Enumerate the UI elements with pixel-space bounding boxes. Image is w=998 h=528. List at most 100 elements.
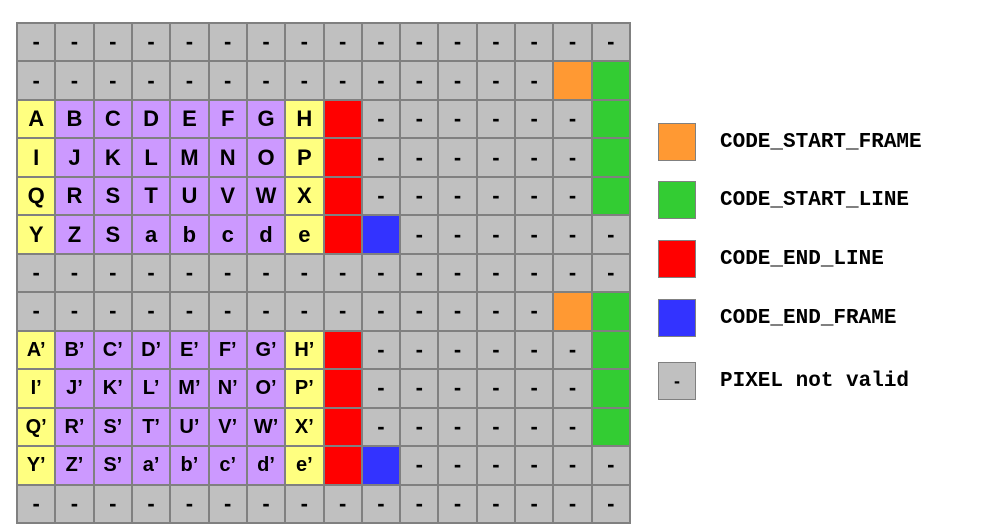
grid-cell: -: [553, 330, 592, 370]
grid-cell: -: [361, 23, 401, 62]
grid-cell: a: [131, 215, 171, 254]
grid-cell: [323, 330, 362, 370]
grid-cell: -: [400, 484, 439, 523]
grid-cell: e’: [285, 446, 324, 485]
grid-cell: [553, 292, 592, 331]
legend-swatch-start-line: [658, 181, 696, 219]
grid-cell: -: [438, 99, 477, 139]
grid-cell: -: [400, 23, 439, 62]
grid-cell: -: [553, 215, 592, 254]
grid-cell: [361, 215, 401, 254]
grid-cell: -: [208, 61, 247, 100]
grid-cell: W: [246, 176, 286, 216]
grid-cell: [591, 330, 630, 370]
grid-cell: -: [93, 61, 132, 100]
grid-cell: -: [476, 446, 516, 485]
grid-cell: B: [55, 99, 94, 139]
grid-cell: -: [246, 292, 286, 331]
grid-cell: -: [400, 176, 439, 216]
legend-item-start-frame: CODE_START_FRAME: [658, 123, 922, 161]
grid-cell: -: [515, 292, 554, 331]
grid-cell: -: [400, 215, 439, 254]
grid-cell: -: [591, 484, 630, 523]
grid-cell: -: [438, 446, 477, 485]
grid-cell: -: [131, 23, 171, 62]
grid-cell: -: [17, 61, 56, 100]
grid-cell: X’: [285, 407, 324, 447]
grid-cell: d: [246, 215, 286, 254]
grid-cell: P: [285, 138, 324, 177]
grid-cell: -: [208, 484, 247, 523]
grid-cell: -: [515, 484, 554, 523]
grid-cell: -: [438, 253, 477, 293]
grid-cell: -: [476, 369, 516, 408]
grid-cell: -: [323, 23, 362, 62]
grid-cell: -: [55, 484, 94, 523]
grid-cell: -: [591, 23, 630, 62]
grid-cell: [591, 369, 630, 408]
grid-cell: S’: [93, 446, 132, 485]
grid-cell: -: [361, 176, 401, 216]
legend-label-pixel-not-valid: PIXEL not valid: [720, 369, 910, 393]
grid-cell: [591, 292, 630, 331]
grid-cell: H: [285, 99, 324, 139]
grid-cell: I’: [17, 369, 56, 408]
grid-cell: -: [361, 369, 401, 408]
grid-cell: -: [515, 138, 554, 177]
grid-cell: -: [476, 330, 516, 370]
grid-cell: S’: [93, 407, 132, 447]
grid-cell: Z: [55, 215, 94, 254]
grid-cell: -: [208, 253, 247, 293]
grid-cell: d’: [246, 446, 286, 485]
grid-cell: [323, 138, 362, 177]
grid-cell: -: [400, 99, 439, 139]
grid-cell: -: [93, 484, 132, 523]
legend-swatch-pixel-not-valid: -: [658, 362, 696, 400]
grid-cell: Q’: [17, 407, 56, 447]
grid-cell: C: [93, 99, 132, 139]
grid-cell: c’: [208, 446, 247, 485]
grid-cell: -: [553, 176, 592, 216]
grid-cell: -: [170, 253, 209, 293]
grid-cell: -: [400, 407, 439, 447]
legend-label-end-line: CODE_END_LINE: [720, 247, 884, 271]
grid-cell: [591, 61, 630, 100]
grid-cell: [361, 446, 401, 485]
grid-cell: -: [246, 61, 286, 100]
grid-cell: a’: [131, 446, 171, 485]
grid-cell: U’: [170, 407, 209, 447]
grid-cell: [323, 215, 362, 254]
grid-cell: -: [246, 484, 286, 523]
grid-cell: -: [476, 253, 516, 293]
grid-cell: L: [131, 138, 171, 177]
grid-cell: -: [55, 23, 94, 62]
grid-cell: [323, 176, 362, 216]
grid-cell: b: [170, 215, 209, 254]
grid-cell: P’: [285, 369, 324, 408]
grid-cell: -: [400, 446, 439, 485]
grid-cell: -: [400, 253, 439, 293]
grid-cell: M’: [170, 369, 209, 408]
legend-item-start-line: CODE_START_LINE: [658, 181, 909, 219]
grid-cell: -: [323, 484, 362, 523]
grid-cell: -: [400, 138, 439, 177]
legend-label-end-frame: CODE_END_FRAME: [720, 306, 897, 330]
grid-cell: -: [476, 23, 516, 62]
grid-cell: -: [476, 484, 516, 523]
grid-cell: -: [400, 61, 439, 100]
grid-cell: -: [515, 176, 554, 216]
grid-cell: -: [476, 138, 516, 177]
grid-cell: [323, 99, 362, 139]
grid-cell: -: [553, 253, 592, 293]
legend-item-pixel-not-valid: - PIXEL not valid: [658, 362, 909, 400]
grid-cell: -: [400, 330, 439, 370]
grid-cell: [323, 446, 362, 485]
grid-cell: -: [438, 215, 477, 254]
grid-cell: -: [476, 61, 516, 100]
grid-cell: -: [400, 369, 439, 408]
grid-cell: T’: [131, 407, 171, 447]
grid-cell: -: [285, 292, 324, 331]
grid-cell: -: [515, 215, 554, 254]
grid-cell: -: [361, 484, 401, 523]
